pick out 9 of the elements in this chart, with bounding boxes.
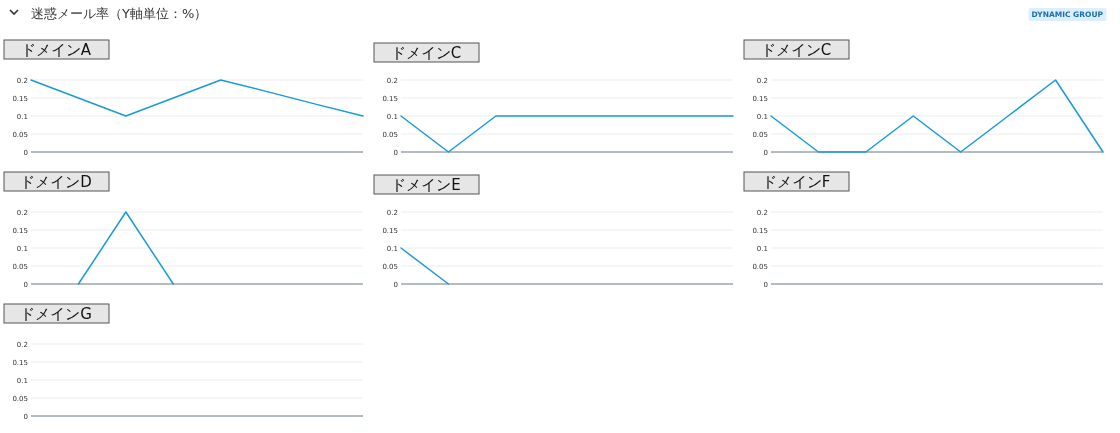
- chart-title: ドメインA: [20, 41, 92, 59]
- line-series: [30, 79, 364, 117]
- text: 迷惑メール率（Y軸単位：%）: [31, 6, 208, 21]
- chart-title: ドメインC: [760, 41, 832, 59]
- chart-title: ドメインF: [761, 173, 831, 191]
- chart-title: ドメインG: [20, 305, 92, 323]
- chart-title: ドメインD: [20, 173, 92, 191]
- chart-title: ドメインC: [390, 44, 462, 62]
- chart-title: ドメインE: [391, 176, 461, 194]
